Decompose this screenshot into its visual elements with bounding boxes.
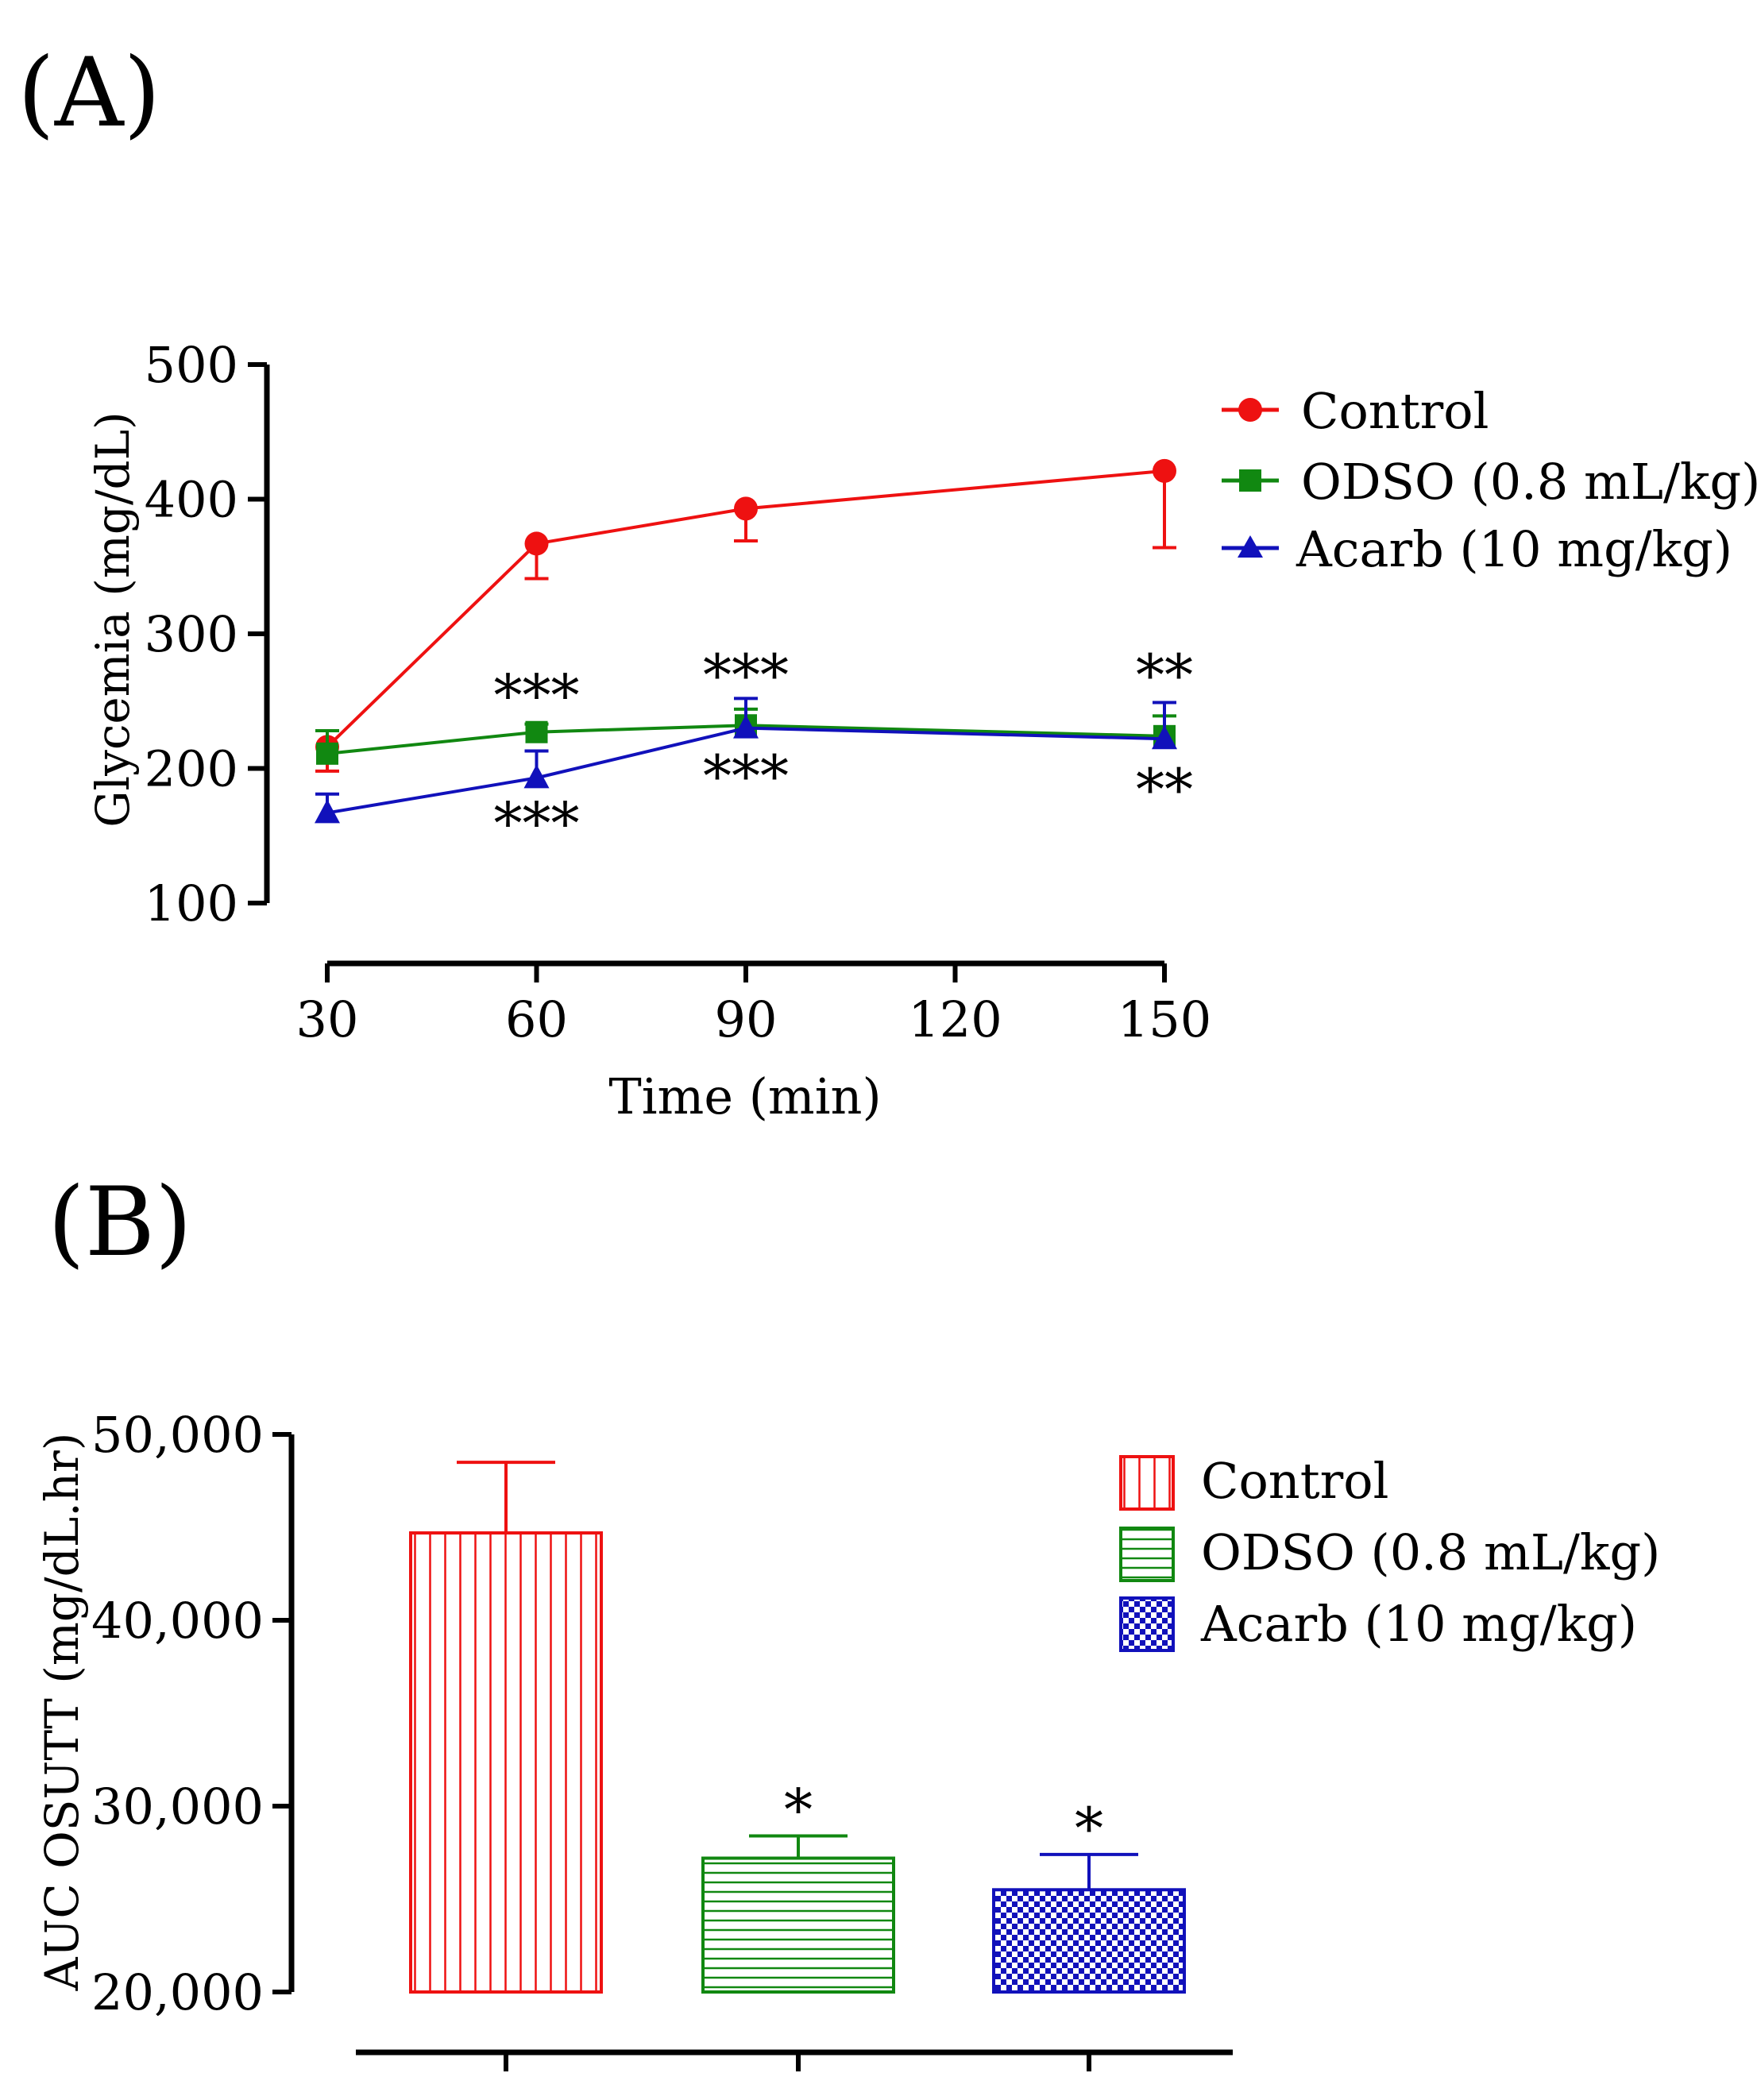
bar-control [409, 1531, 603, 1994]
legend-b-item-odso: ODSO (0.8 mL/kg) [1119, 1523, 1660, 1582]
legend-b-swatch-acarb [1119, 1596, 1175, 1652]
data-point-odso [525, 720, 548, 743]
significance-marker: * [1075, 1795, 1103, 1862]
series-line-acarb [326, 726, 1165, 815]
legend-b-label-acarb: Acarb (10 mg/kg) [1200, 1595, 1637, 1653]
y-tick-label-b: 50,000 [91, 1406, 264, 1464]
data-point-control [524, 531, 549, 556]
bar-odso [701, 1856, 895, 1994]
data-point-acarb [733, 714, 759, 739]
x-tick-label-a: 30 [296, 990, 359, 1048]
significance-marker: ** [1136, 756, 1193, 823]
legend-b-label-control: Control [1201, 1452, 1388, 1510]
x-tick-label-a: 60 [505, 990, 568, 1048]
legend-b-item-control: Control [1119, 1452, 1388, 1511]
legend-b-swatch-odso [1119, 1527, 1175, 1582]
legend-b: Control ODSO (0.8 mL/kg) Acarb (10 mg/kg… [1119, 1452, 1660, 1653]
significance-marker: *** [494, 789, 580, 856]
y-axis-label-a: Glycemia (mg/dL) [86, 411, 140, 828]
data-point-acarb [315, 799, 340, 824]
significance-marker: ** [1136, 642, 1193, 708]
legend-item-acarb: Acarb (10 mg/kg) [1222, 520, 1732, 578]
y-tick-label-a: 100 [145, 874, 238, 932]
significance-marker: *** [494, 662, 580, 728]
legend-label-control: Control [1301, 382, 1489, 440]
series-line-odso [326, 724, 1165, 755]
legend-b-swatch-control [1119, 1455, 1175, 1511]
legend-item-odso: ODSO (0.8 mL/kg) [1222, 453, 1757, 511]
legend-label-acarb: Acarb (10 mg/kg) [1296, 520, 1732, 578]
legend-b-label-odso: ODSO (0.8 mL/kg) [1201, 1523, 1660, 1581]
panel-label-b: (B) [48, 1168, 192, 1278]
y-axis-label-b: AUC OSUTT (mg/dL.hr) [35, 1433, 89, 1992]
series-line-control [326, 469, 1165, 748]
legend-marker-control [1238, 398, 1262, 422]
bar-acarb [992, 1888, 1186, 1994]
y-tick-label-b: 20,000 [91, 1963, 264, 2021]
y-tick-label-a: 300 [145, 605, 238, 663]
data-point-acarb [1152, 725, 1177, 750]
legend-marker-odso [1239, 469, 1261, 492]
significance-marker: * [784, 1776, 813, 1843]
data-point-control [1153, 458, 1176, 483]
y-tick-label-a: 200 [145, 740, 238, 798]
x-tick-label-a: 90 [715, 990, 778, 1048]
legend-a: Control ODSO (0.8 mL/kg) Acarb (10 mg/kg… [1222, 382, 1757, 578]
data-point-acarb [523, 764, 550, 789]
x-axis-label-a: Time (min) [608, 1067, 881, 1125]
y-tick-label-b: 30,000 [91, 1778, 264, 1836]
x-tick-label-a: 120 [908, 990, 1002, 1048]
y-tick-label-a: 500 [145, 336, 238, 394]
y-tick-label-a: 400 [145, 471, 238, 529]
legend-item-control: Control [1222, 382, 1489, 440]
significance-marker: *** [703, 743, 789, 809]
legend-marker-acarb [1238, 535, 1263, 558]
legend-b-item-acarb: Acarb (10 mg/kg) [1119, 1595, 1637, 1653]
panel-label-a: (A) [17, 38, 160, 149]
data-point-control [734, 496, 758, 521]
data-point-odso [316, 742, 338, 765]
panel-b-bar-chart: 20,000 30,000 40,000 50,000 * * AUC OSUTT (m… [35, 1406, 1660, 2071]
x-tick-label-a: 150 [1118, 990, 1211, 1048]
significance-marker: *** [703, 642, 789, 708]
legend-label-odso: ODSO (0.8 mL/kg) [1301, 453, 1757, 511]
y-tick-label-b: 40,000 [91, 1592, 264, 1650]
